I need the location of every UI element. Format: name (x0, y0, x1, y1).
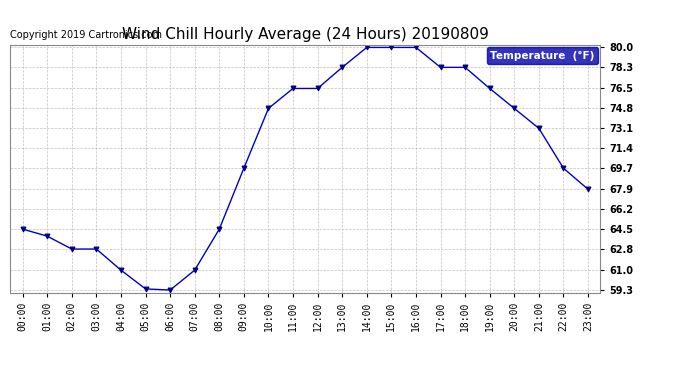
Legend: Temperature  (°F): Temperature (°F) (486, 47, 598, 64)
Text: Copyright 2019 Cartronics.com: Copyright 2019 Cartronics.com (10, 30, 162, 40)
Title: Wind Chill Hourly Average (24 Hours) 20190809: Wind Chill Hourly Average (24 Hours) 201… (122, 27, 489, 42)
